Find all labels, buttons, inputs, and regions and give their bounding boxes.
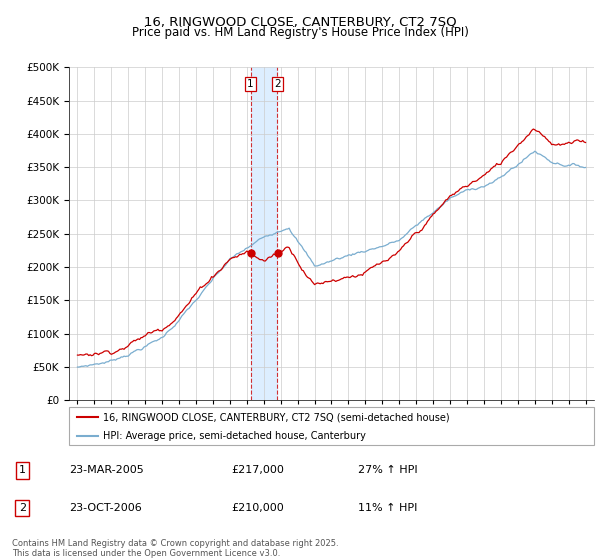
Text: Price paid vs. HM Land Registry's House Price Index (HPI): Price paid vs. HM Land Registry's House … — [131, 26, 469, 39]
Text: 2: 2 — [19, 503, 26, 513]
Text: £217,000: £217,000 — [231, 465, 284, 475]
Text: 1: 1 — [19, 465, 26, 475]
Text: Contains HM Land Registry data © Crown copyright and database right 2025.
This d: Contains HM Land Registry data © Crown c… — [12, 539, 338, 558]
Text: 16, RINGWOOD CLOSE, CANTERBURY, CT2 7SQ: 16, RINGWOOD CLOSE, CANTERBURY, CT2 7SQ — [143, 16, 457, 29]
Text: 23-MAR-2005: 23-MAR-2005 — [70, 465, 145, 475]
Text: 23-OCT-2006: 23-OCT-2006 — [70, 503, 142, 513]
FancyBboxPatch shape — [69, 407, 594, 445]
Text: 11% ↑ HPI: 11% ↑ HPI — [358, 503, 417, 513]
Text: 2: 2 — [274, 79, 281, 89]
Text: £210,000: £210,000 — [231, 503, 284, 513]
Text: HPI: Average price, semi-detached house, Canterbury: HPI: Average price, semi-detached house,… — [103, 431, 366, 441]
Text: 1: 1 — [247, 79, 254, 89]
Text: 16, RINGWOOD CLOSE, CANTERBURY, CT2 7SQ (semi-detached house): 16, RINGWOOD CLOSE, CANTERBURY, CT2 7SQ … — [103, 412, 450, 422]
Bar — [251, 67, 277, 400]
Text: 27% ↑ HPI: 27% ↑ HPI — [358, 465, 417, 475]
